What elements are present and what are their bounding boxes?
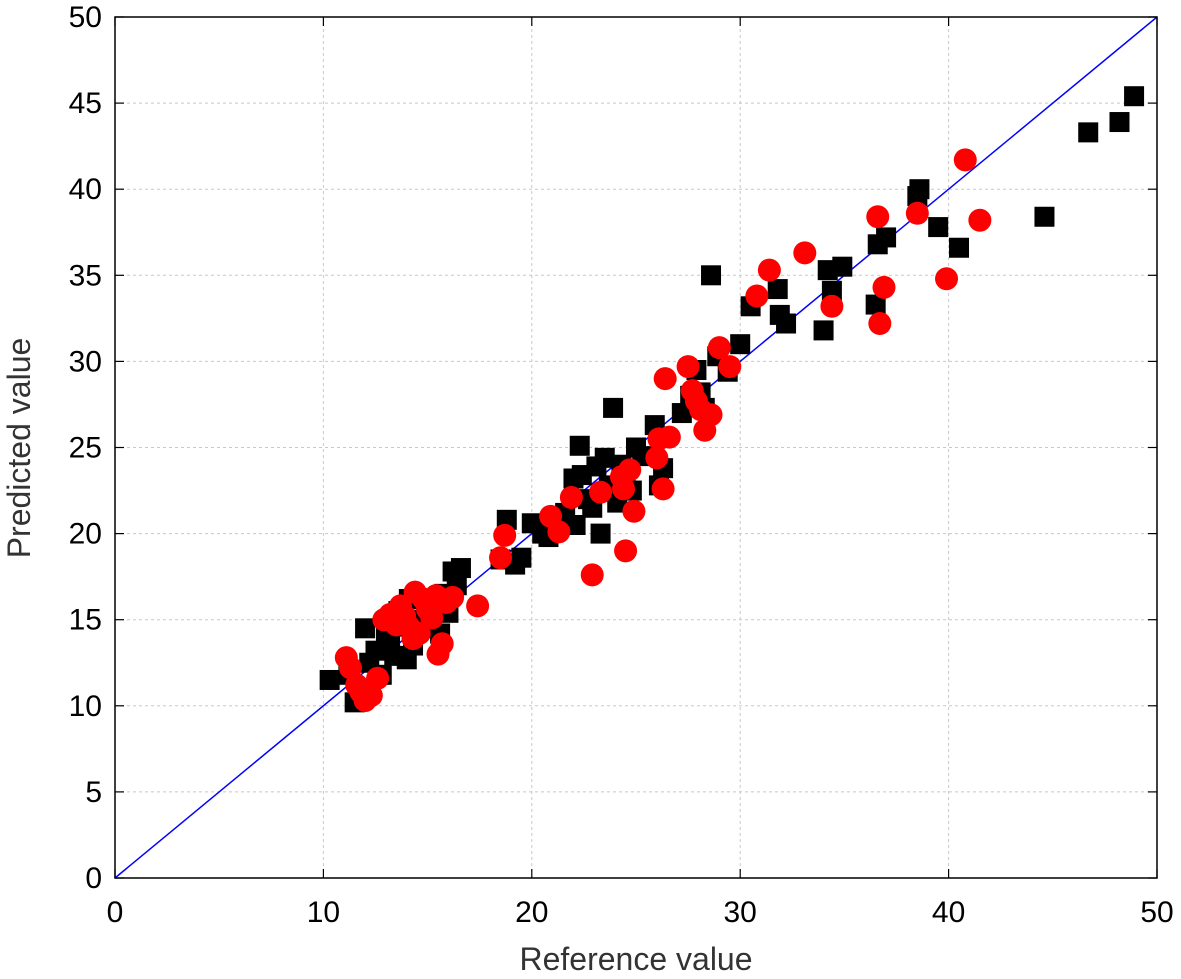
square-point	[590, 523, 611, 544]
x-tick-labels: 0 10 20 30 40 50	[107, 896, 1174, 929]
square-point	[813, 320, 834, 341]
square-point	[730, 334, 751, 355]
square-point	[569, 435, 590, 456]
y-axis-title: Predicted value	[1, 338, 37, 559]
square-point	[355, 618, 376, 639]
square-point	[701, 265, 722, 286]
square-point	[928, 217, 949, 238]
circle-point	[547, 520, 571, 544]
x-tick-label: 50	[1140, 896, 1173, 929]
y-tick-label: 25	[69, 432, 102, 465]
square-point	[594, 447, 615, 468]
square-point	[511, 547, 532, 568]
circle-point	[905, 201, 929, 225]
square-point	[776, 313, 797, 334]
circle-point	[707, 336, 731, 360]
square-point	[949, 237, 970, 258]
circle-point	[420, 606, 444, 630]
circle-point	[559, 485, 583, 509]
circle-point	[466, 594, 490, 618]
circle-point	[407, 621, 431, 645]
y-tick-label: 50	[69, 1, 102, 34]
square-point	[865, 294, 886, 315]
circle-point	[745, 284, 769, 308]
circle-point	[366, 666, 390, 690]
y-tick-label: 30	[69, 345, 102, 378]
square-point	[565, 514, 586, 535]
circle-point	[676, 355, 700, 379]
circle-point	[653, 367, 677, 391]
square-point	[876, 227, 897, 248]
square-point	[1124, 86, 1145, 107]
y-tick-labels: 0 5 10 15 20 25 30 35 40 45 50	[69, 1, 102, 895]
circle-point	[614, 539, 638, 563]
x-tick-label: 0	[107, 896, 124, 929]
square-point	[909, 179, 930, 200]
circle-point	[622, 499, 646, 523]
y-tick-label: 15	[69, 604, 102, 637]
circle-point	[866, 205, 890, 229]
x-tick-label: 40	[932, 896, 965, 929]
square-point	[821, 280, 842, 301]
square-point	[767, 279, 788, 300]
circle-series	[334, 148, 992, 713]
circle-point	[868, 312, 892, 336]
circle-point	[580, 563, 604, 587]
circle-point	[645, 446, 669, 470]
circle-point	[651, 477, 675, 501]
x-tick-label: 30	[724, 896, 757, 929]
x-axis-title: Reference value	[519, 941, 752, 977]
x-tick-label: 20	[515, 896, 548, 929]
circle-point	[430, 632, 454, 656]
y-tick-label: 0	[85, 862, 102, 895]
circle-point	[757, 258, 781, 282]
y-tick-label: 35	[69, 259, 102, 292]
circle-point	[618, 458, 642, 482]
circle-point	[718, 355, 742, 379]
square-point	[603, 397, 624, 418]
circle-point	[657, 425, 681, 449]
square-point	[832, 256, 853, 277]
circle-point	[611, 477, 635, 501]
square-point	[1034, 206, 1055, 227]
square-point	[1078, 122, 1099, 143]
circle-point	[968, 208, 992, 232]
x-tick-label: 10	[307, 896, 340, 929]
circle-point	[953, 148, 977, 172]
y-tick-label: 10	[69, 690, 102, 723]
circle-point	[699, 403, 723, 427]
circle-point	[493, 523, 517, 547]
y-tick-label: 45	[69, 87, 102, 120]
circle-point	[935, 267, 959, 291]
square-point	[671, 403, 692, 424]
y-tick-label: 20	[69, 518, 102, 551]
square-point	[319, 669, 340, 690]
square-point	[1109, 112, 1130, 133]
circle-point	[820, 294, 844, 318]
square-point	[450, 558, 471, 579]
circle-point	[872, 275, 896, 299]
y-tick-label: 40	[69, 173, 102, 206]
axis-ticks	[114, 16, 1158, 879]
circle-point	[489, 546, 513, 570]
circle-point	[793, 241, 817, 265]
y-tick-label: 5	[85, 776, 102, 809]
circle-point	[589, 480, 613, 504]
circle-point	[441, 585, 465, 609]
